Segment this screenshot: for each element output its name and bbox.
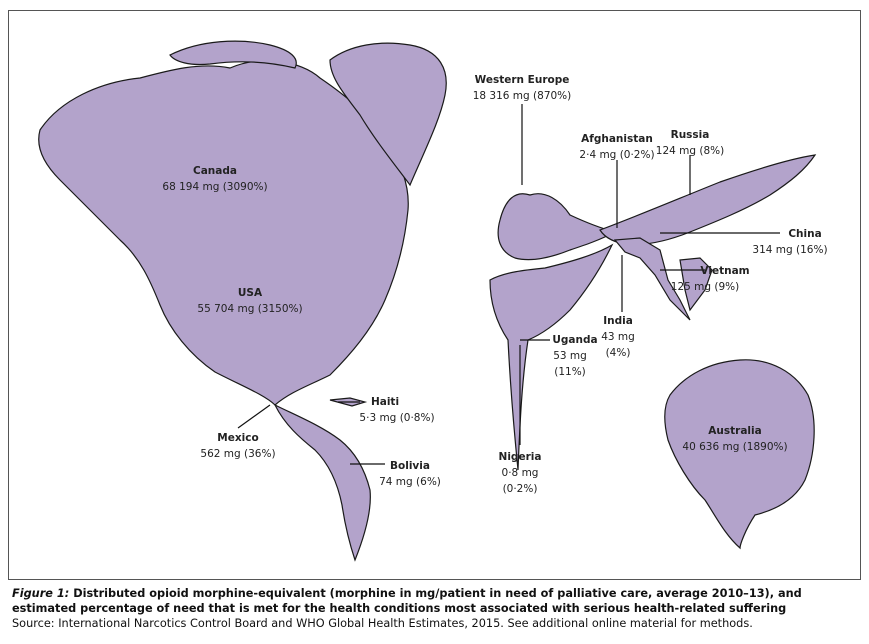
region-name: China [788, 228, 821, 240]
caption-title: Figure 1: Distributed opioid morphine-eq… [12, 586, 862, 616]
region-name: USA [238, 287, 263, 299]
pointers [237, 104, 780, 465]
region-value: (11%) [554, 366, 586, 378]
region-name: Mexico [217, 432, 258, 444]
region-name: Uganda [552, 334, 597, 346]
region-name: Canada [193, 165, 237, 177]
map-frame [8, 10, 861, 580]
europe [497, 193, 617, 261]
south-asia [613, 237, 691, 321]
region-name: Russia [671, 129, 710, 141]
region-value: 43 mg [601, 331, 635, 343]
caption: Figure 1: Distributed opioid morphine-eq… [12, 586, 862, 631]
region-value: 74 mg (6%) [379, 476, 441, 488]
region-value: 2·4 mg (0·2%) [579, 149, 654, 161]
caption-label: Figure 1: [12, 587, 70, 600]
region-value: 314 mg (16%) [752, 244, 827, 256]
region-name: Haiti [371, 396, 399, 408]
asia [599, 154, 817, 246]
region-value: (4%) [606, 347, 631, 359]
africa [489, 243, 614, 471]
region-name: Australia [708, 425, 761, 437]
region-value: 55 704 mg (3150%) [197, 303, 302, 315]
region-value: 124 mg (8%) [656, 145, 724, 157]
region-value: 5·3 mg (0·8%) [359, 412, 434, 424]
caption-text: Distributed opioid morphine-equivalent (… [12, 587, 802, 615]
region-name: Vietnam [700, 265, 749, 277]
arctic-islands [169, 40, 297, 69]
region-name: Afghanistan [581, 133, 653, 145]
region-value: 125 mg (9%) [671, 281, 739, 293]
region-name: India [603, 315, 633, 327]
region-name: Bolivia [390, 460, 430, 472]
region-value: 562 mg (36%) [200, 448, 275, 460]
region-name: Western Europe [475, 74, 570, 86]
region-value: 53 mg [553, 350, 587, 362]
australia [664, 359, 815, 550]
region-value: 18 316 mg (870%) [473, 90, 572, 102]
greenland [329, 42, 447, 187]
caption-source: Source: International Narcotics Control … [12, 617, 753, 630]
region-value: 40 636 mg (1890%) [682, 441, 787, 453]
region-value: 68 194 mg (3090%) [162, 181, 267, 193]
region-value: (0·2%) [503, 483, 538, 495]
region-name: Nigeria [499, 451, 542, 463]
pointer-line [237, 404, 271, 429]
southeast-asia [679, 257, 713, 312]
region-value: 0·8 mg [502, 467, 539, 479]
north-america [38, 60, 409, 406]
map: Western Europe 18 316 mg (870%) Afghanista… [38, 40, 828, 562]
central-south-america [273, 403, 371, 562]
